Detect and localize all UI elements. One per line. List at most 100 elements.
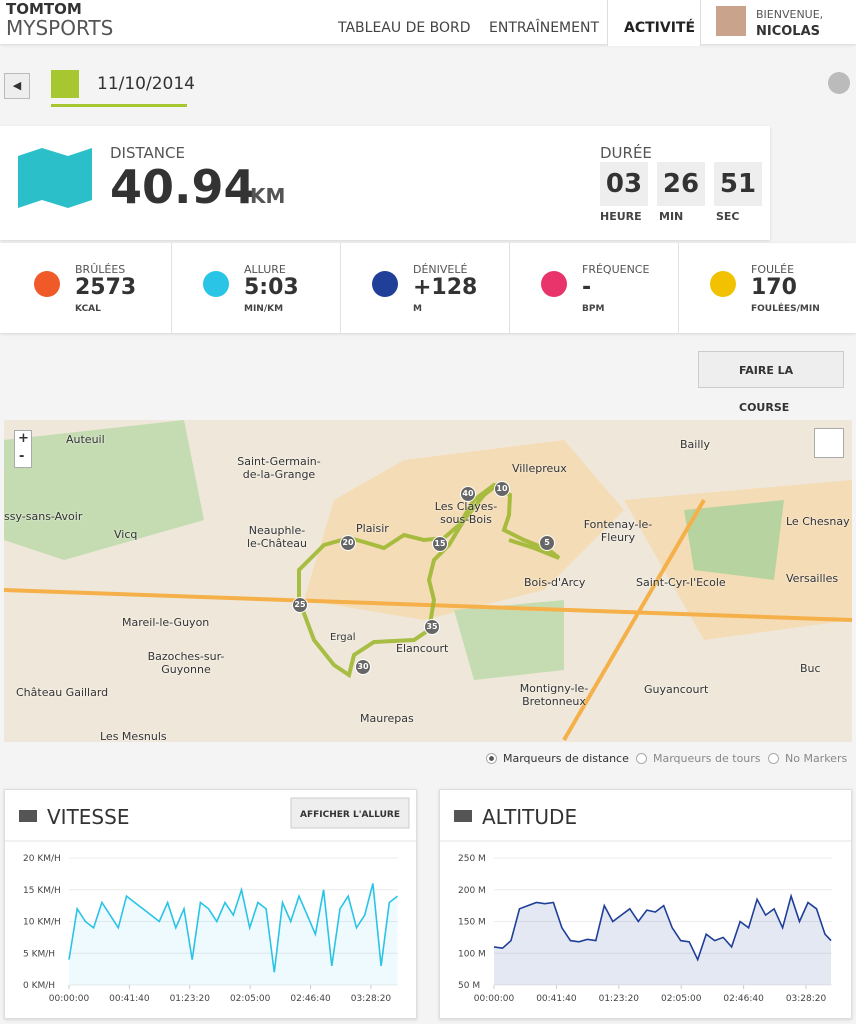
- layers-button[interactable]: [814, 428, 844, 458]
- place: Montigny-le-Bretonneux: [519, 682, 589, 708]
- run-icon: [51, 70, 79, 98]
- distance-value: 40.94: [110, 160, 256, 214]
- place: Buc: [800, 662, 821, 675]
- metric-label: FOULÉE: [751, 263, 795, 276]
- place: Elancourt: [396, 642, 449, 655]
- x-tick-label: 02:46:40: [723, 994, 764, 1004]
- metric-icon: [372, 271, 398, 297]
- distance-marker: 25: [292, 597, 308, 613]
- metric-value: -: [582, 275, 592, 300]
- place: Ergal: [330, 632, 356, 643]
- place: Bois-d'Arcy: [524, 576, 586, 589]
- nav-item[interactable]: ACTIVITÉ: [624, 20, 696, 36]
- x-tick-label: 03:28:20: [351, 994, 392, 1004]
- place: Villepreux: [512, 462, 567, 475]
- zoom-out[interactable]: -: [19, 449, 25, 464]
- avatar: [716, 6, 746, 36]
- place: Maurepas: [360, 712, 414, 725]
- x-tick-label: 02:05:00: [661, 994, 702, 1004]
- metric-unit: MIN/KM: [244, 304, 284, 314]
- distance-marker: 5: [539, 535, 555, 551]
- y-tick-label: 5 KM/H: [23, 949, 55, 959]
- data-line: [68, 883, 398, 973]
- map-icon: [18, 148, 92, 208]
- nav-item[interactable]: ENTRAÎNEMENT: [489, 20, 600, 36]
- place: ssy-sans-Avoir: [4, 510, 83, 523]
- place: Saint-Germain-de-la-Grange: [237, 455, 321, 481]
- altitude-chart: ALTITUDE 50 M 100 M 150 M 200 M 250 M 00:00:00…: [440, 805, 851, 1004]
- radio-label: No Markers: [785, 752, 848, 765]
- metric-label: DÉNIVELÉ: [413, 263, 468, 276]
- y-tick-label: 150 M: [458, 918, 486, 928]
- area-fill: [69, 883, 398, 985]
- summary-card: DISTANCE 40.94 KM DURÉE 03 26 51 HEURE M…: [0, 126, 770, 240]
- place: Château Gaillard: [16, 686, 109, 699]
- data-line: [493, 893, 832, 962]
- metric-value: 5:03: [244, 275, 299, 300]
- distance-unit: KM: [250, 184, 286, 208]
- metric-value: 2573: [75, 275, 137, 300]
- zoom-in[interactable]: +: [18, 431, 29, 446]
- delete-button[interactable]: [828, 72, 850, 94]
- distance-marker: 10: [494, 481, 510, 497]
- x-tick-label: 02:46:40: [290, 994, 331, 1004]
- divider: [509, 243, 510, 333]
- map-drawing: [4, 420, 852, 742]
- map: + - Auteuil Saint-Germain-de-la-Grange V…: [4, 420, 852, 742]
- radio[interactable]: [486, 753, 497, 764]
- x-tick-label: 01:23:20: [170, 994, 211, 1004]
- metric-unit: BPM: [582, 304, 605, 314]
- place: Les Clayes-sous-Bois: [434, 500, 498, 526]
- place: Guyancourt: [644, 683, 709, 696]
- metric-value: +128: [413, 275, 478, 300]
- title-icon: [454, 810, 472, 822]
- divider: [678, 243, 679, 333]
- y-tick-label: 50 M: [458, 981, 480, 991]
- user-name: NICOLAS: [756, 24, 821, 39]
- metric-value: 170: [751, 275, 797, 300]
- divider: [340, 243, 341, 333]
- radio-label: Marqueurs de tours: [653, 752, 761, 765]
- radio[interactable]: [768, 753, 779, 764]
- back-button[interactable]: ◀: [4, 73, 30, 99]
- y-tick-label: 100 M: [458, 949, 486, 959]
- header: TOMTOM MYSPORTS TABLEAU DE BORD ENTRAÎNE…: [0, 0, 856, 46]
- area-fill: [494, 896, 832, 985]
- place: Auteuil: [66, 433, 105, 446]
- place: Vicq: [114, 528, 138, 541]
- speed-chart: VITESSE AFFICHER L'ALLURE 0 KM/H 5 KM/H 10 K…: [5, 797, 416, 1004]
- radio[interactable]: [636, 753, 647, 764]
- place: Bailly: [680, 438, 710, 451]
- x-tick-label: 00:00:00: [474, 994, 515, 1004]
- pace-button[interactable]: [290, 797, 410, 829]
- place: Mareil-le-Guyon: [122, 616, 210, 629]
- seconds-unit: SEC: [716, 210, 740, 223]
- place: Fontenay-le-Fleury: [583, 518, 653, 544]
- x-tick-label: 00:41:40: [109, 994, 150, 1004]
- metric-icon: [541, 271, 567, 297]
- metric-icon: [203, 271, 229, 297]
- metric-icon: [710, 271, 736, 297]
- distance-marker: 15: [432, 536, 448, 552]
- place: Neauphle-le-Château: [247, 524, 307, 550]
- distance-marker: 20: [340, 535, 356, 551]
- seconds: 51: [714, 162, 762, 206]
- title-icon: [19, 810, 37, 822]
- race-button[interactable]: FAIRE LA COURSE: [698, 351, 844, 414]
- metrics-row: BRÛLÉES 2573 KCAL ALLURE 5:03 MIN/KM DÉNIVELÉ +…: [0, 243, 856, 333]
- minutes-unit: MIN: [659, 210, 684, 223]
- y-tick-label: 15 KM/H: [23, 886, 61, 896]
- zoom-control: [14, 430, 32, 468]
- distance-marker: 35: [424, 619, 440, 635]
- logo-bottom: MYSPORTS: [6, 16, 114, 40]
- metric-label: BRÛLÉES: [75, 263, 126, 276]
- y-tick-label: 250 M: [458, 854, 486, 864]
- place: Bazoches-sur-Guyonne: [147, 650, 225, 676]
- chart-title: ALTITUDE: [482, 805, 577, 829]
- hours: 03: [600, 162, 648, 206]
- minutes: 26: [657, 162, 705, 206]
- nav-item[interactable]: TABLEAU DE BORD: [338, 20, 471, 36]
- altitude-panel: ALTITUDE 50 M 100 M 150 M 200 M 250 M 00:00:00…: [439, 789, 852, 1019]
- distance-marker: 40: [460, 486, 476, 502]
- speed-panel: VITESSE AFFICHER L'ALLURE 0 KM/H 5 KM/H 10 K…: [4, 789, 417, 1019]
